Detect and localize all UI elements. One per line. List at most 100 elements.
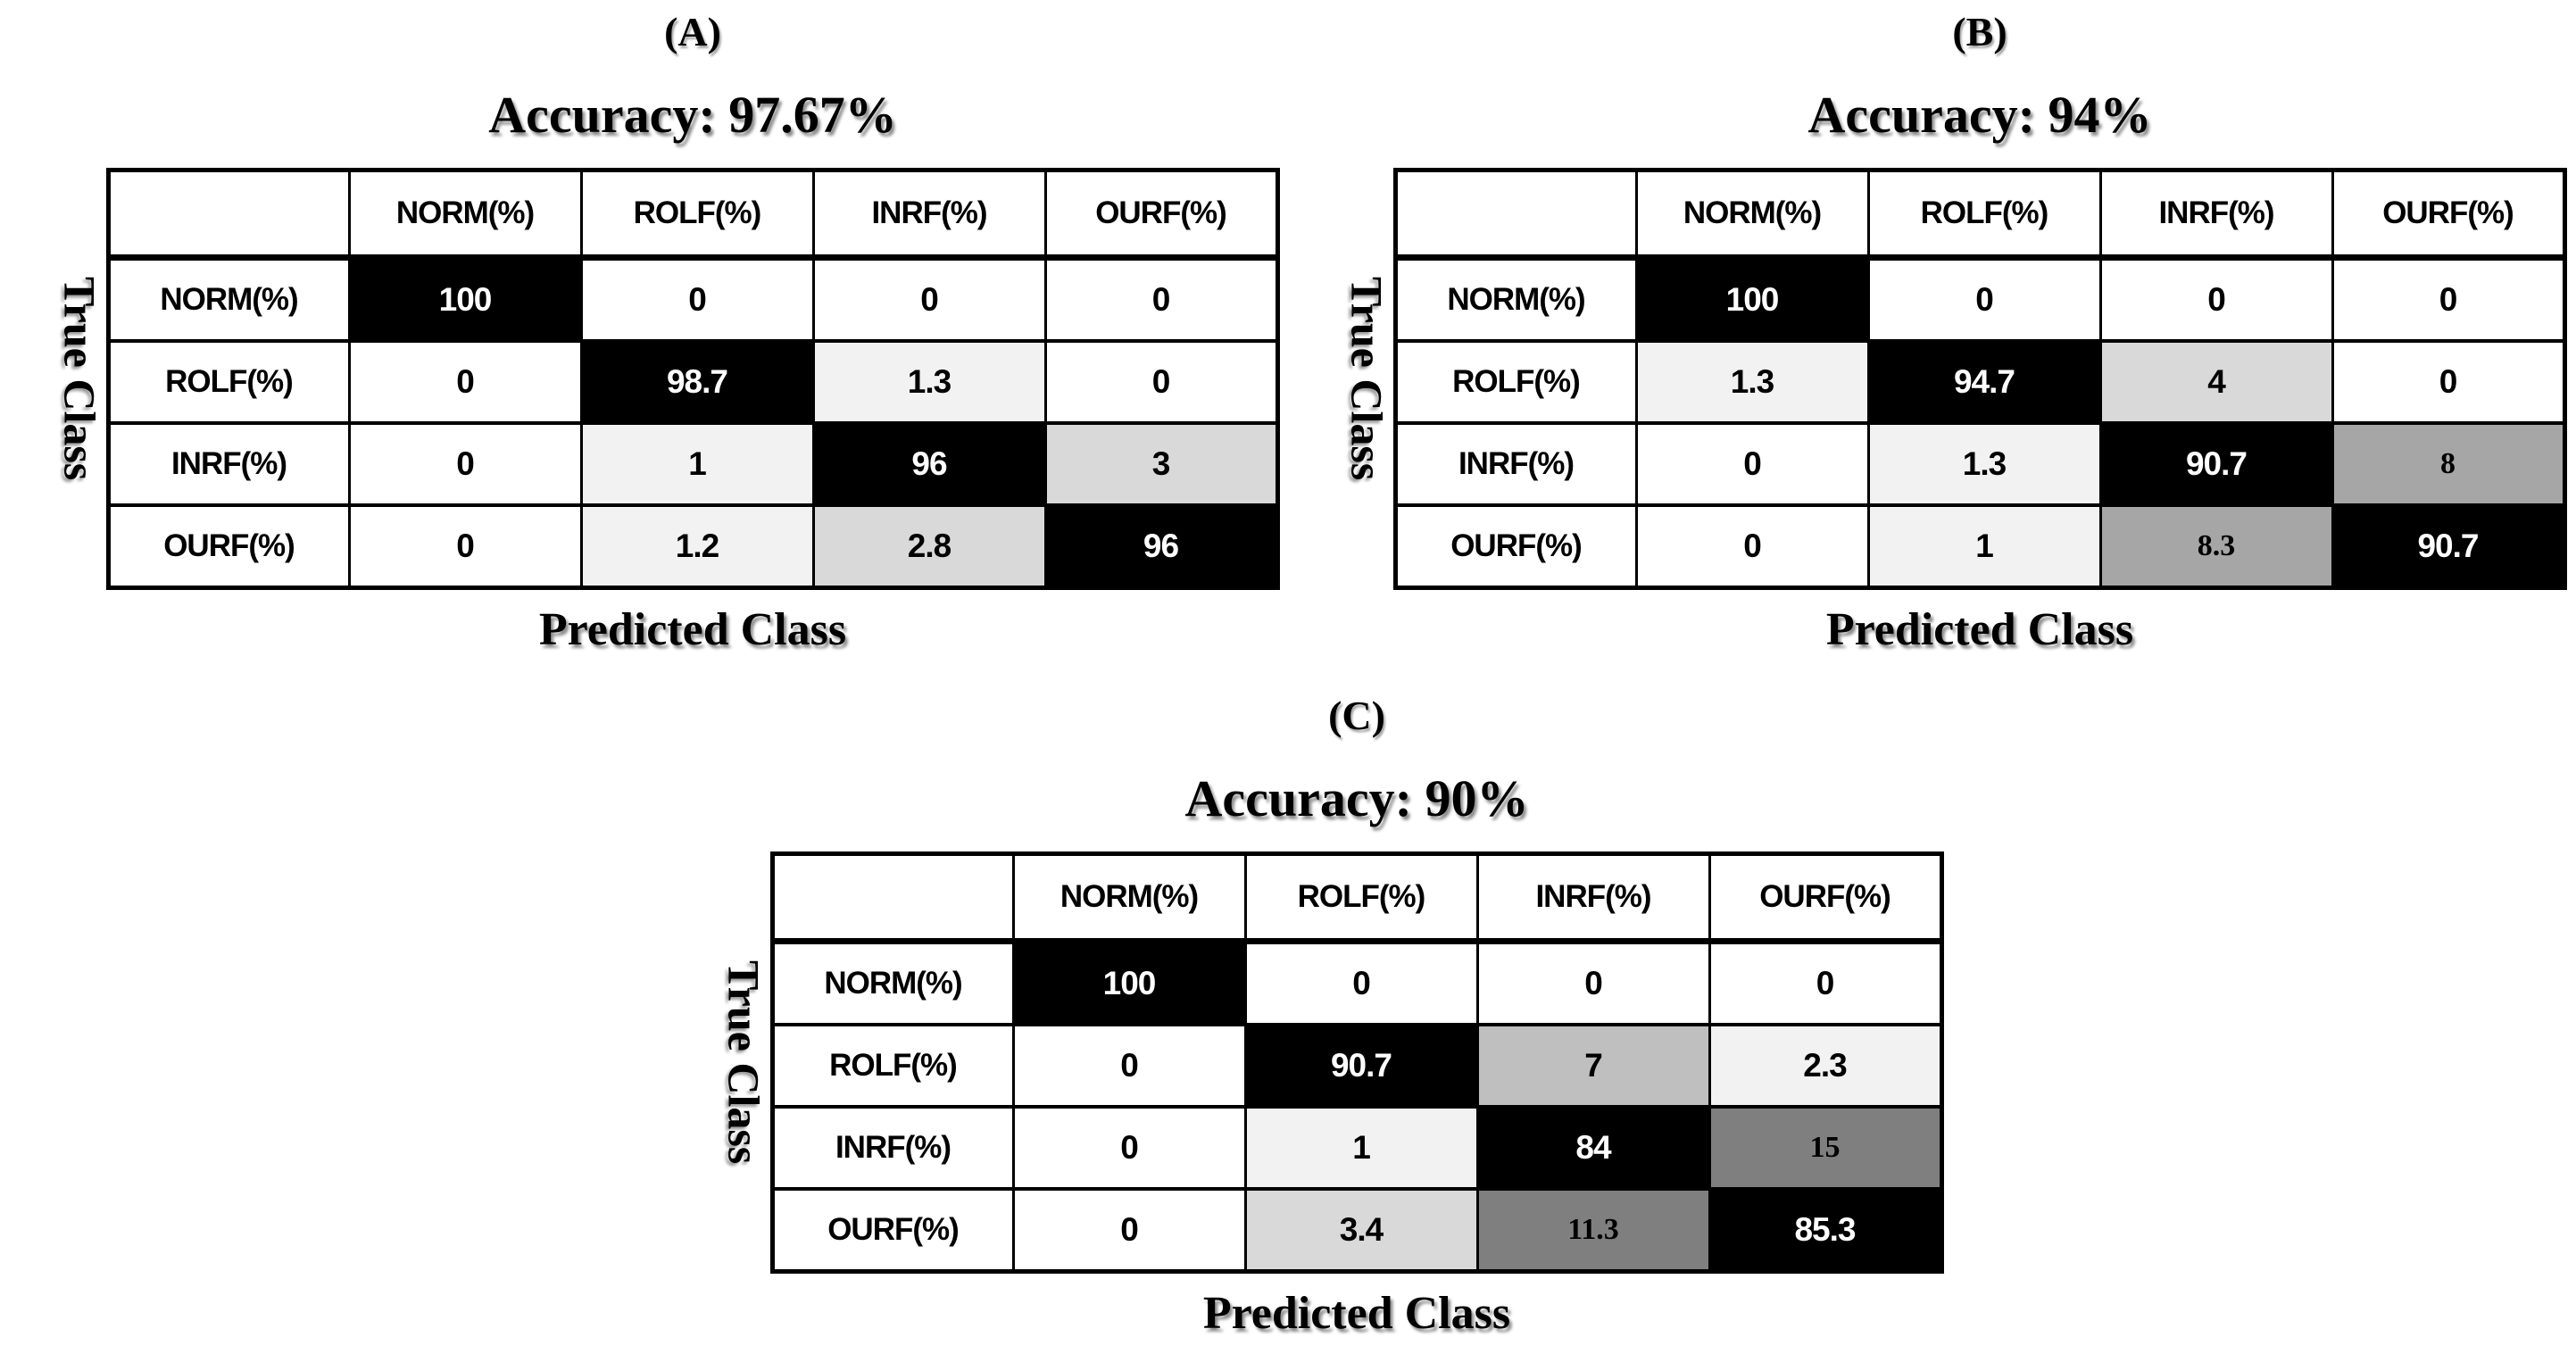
- confusion-matrix-panel-a: (A) Accuracy: 97.67% True Class NORM(%) …: [18, 5, 1303, 658]
- matrix-row: ROLF(%) 0 90.7 7 2.3: [770, 1023, 1943, 1109]
- col-header: OURF(%): [2331, 168, 2566, 261]
- col-header: ROLF(%): [579, 168, 815, 261]
- matrix-row: OURF(%) 0 1.2 2.8 96: [106, 503, 1279, 590]
- matrix-cell: 1.3: [1634, 339, 1870, 425]
- matrix-cell: 94.7: [1866, 339, 2102, 425]
- matrix-cell: 0: [1243, 939, 1479, 1026]
- matrix-cell: 100: [1011, 939, 1247, 1026]
- matrix-cell: 2.3: [1708, 1023, 1943, 1109]
- matrix-cell: 0: [2331, 255, 2566, 343]
- col-header: OURF(%): [1043, 168, 1279, 261]
- matrix-cell: 1: [1866, 503, 2102, 590]
- matrix-cell: 0: [347, 503, 583, 590]
- matrix-cell: 8.3: [2098, 503, 2334, 590]
- y-axis-label: True Class: [54, 277, 105, 481]
- matrix-cell: 84: [1475, 1105, 1711, 1191]
- matrix-row: NORM(%) 100 0 0 0: [106, 255, 1279, 343]
- matrix-cell: 0: [347, 339, 583, 425]
- row-header: NORM(%): [770, 939, 1015, 1026]
- matrix-cell: 0: [1011, 1105, 1247, 1191]
- header-row: NORM(%) ROLF(%) INRF(%) OURF(%): [770, 851, 1943, 944]
- matrix-cell: 0: [1708, 939, 1943, 1026]
- panel-label: (C): [1328, 693, 1385, 738]
- matrix-cell: 0: [1866, 255, 2102, 343]
- y-axis-label: True Class: [719, 960, 769, 1165]
- row-header: OURF(%): [770, 1187, 1015, 1274]
- col-header: INRF(%): [2098, 168, 2334, 261]
- col-header: ROLF(%): [1243, 851, 1479, 944]
- matrix-cell: 100: [347, 255, 583, 343]
- matrix-cell: 1.3: [811, 339, 1047, 425]
- header-row: NORM(%) ROLF(%) INRF(%) OURF(%): [106, 168, 1279, 261]
- matrix-cell: 15: [1708, 1105, 1943, 1191]
- matrix-cell: 90.7: [2331, 503, 2566, 590]
- matrix-cell: 0: [1634, 503, 1870, 590]
- matrix-cell: 0: [1043, 255, 1279, 343]
- matrix-cell: 0: [811, 255, 1047, 343]
- matrix-cell: 2.8: [811, 503, 1047, 590]
- matrix-cell: 0: [347, 421, 583, 507]
- col-header: NORM(%): [347, 168, 583, 261]
- panel-label: (A): [664, 9, 721, 54]
- matrix-cell: 1.3: [1866, 421, 2102, 507]
- row-header: ROLF(%): [770, 1023, 1015, 1109]
- confusion-matrix-panel-c: (C) Accuracy: 90% True Class NORM(%) ROL…: [682, 689, 1967, 1342]
- row-header: ROLF(%): [1393, 339, 1638, 425]
- matrix-row: ROLF(%) 0 98.7 1.3 0: [106, 339, 1279, 425]
- matrix-cell: 90.7: [1243, 1023, 1479, 1109]
- confusion-matrix-panel-b: (B) Accuracy: 94% True Class NORM(%) ROL…: [1319, 5, 2576, 658]
- accuracy-title: Accuracy: 97.67%: [488, 86, 897, 144]
- matrix-row: ROLF(%) 1.3 94.7 4 0: [1393, 339, 2566, 425]
- row-header: INRF(%): [106, 421, 351, 507]
- matrix-cell: 90.7: [2098, 421, 2334, 507]
- x-axis-label: Predicted Class: [538, 604, 847, 655]
- matrix-cell: 100: [1634, 255, 1870, 343]
- matrix-cell: 0: [2331, 339, 2566, 425]
- matrix-row: INRF(%) 0 1.3 90.7 8: [1393, 421, 2566, 507]
- col-header: NORM(%): [1011, 851, 1247, 944]
- matrix-cell: 8: [2331, 421, 2566, 507]
- matrix-cell: 96: [1043, 503, 1279, 590]
- accuracy-title: Accuracy: 94%: [1807, 86, 2152, 144]
- matrix-cell: 1: [579, 421, 815, 507]
- matrix-cell: 0: [579, 255, 815, 343]
- matrix-cell: 4: [2098, 339, 2334, 425]
- matrix-row: NORM(%) 100 0 0 0: [1393, 255, 2566, 343]
- corner-cell: [106, 168, 351, 261]
- matrix-wrap: True Class NORM(%) ROLF(%) INRF(%) OURF(…: [682, 851, 1967, 1274]
- corner-cell: [1393, 168, 1638, 261]
- x-axis-label: Predicted Class: [1825, 604, 2134, 655]
- matrix-wrap: True Class NORM(%) ROLF(%) INRF(%) OURF(…: [1319, 168, 2576, 590]
- matrix-wrap: True Class NORM(%) ROLF(%) INRF(%) OURF(…: [18, 168, 1303, 590]
- matrix-cell: 3: [1043, 421, 1279, 507]
- row-header: OURF(%): [1393, 503, 1638, 590]
- matrix-cell: 0: [2098, 255, 2334, 343]
- matrix-row: OURF(%) 0 1 8.3 90.7: [1393, 503, 2566, 590]
- matrix-row: INRF(%) 0 1 84 15: [770, 1105, 1943, 1191]
- matrix-row: NORM(%) 100 0 0 0: [770, 939, 1943, 1026]
- matrix-cell: 0: [1011, 1023, 1247, 1109]
- matrix-cell: 7: [1475, 1023, 1711, 1109]
- accuracy-title: Accuracy: 90%: [1184, 769, 1529, 827]
- y-axis-label: True Class: [1342, 277, 1392, 481]
- matrix-cell: 0: [1043, 339, 1279, 425]
- x-axis-label: Predicted Class: [1202, 1288, 1511, 1339]
- row-header: OURF(%): [106, 503, 351, 590]
- confusion-matrix-table: NORM(%) ROLF(%) INRF(%) OURF(%) NORM(%) …: [769, 851, 1944, 1274]
- row-header: INRF(%): [1393, 421, 1638, 507]
- matrix-row: INRF(%) 0 1 96 3: [106, 421, 1279, 507]
- col-header: ROLF(%): [1866, 168, 2102, 261]
- matrix-cell: 0: [1634, 421, 1870, 507]
- matrix-cell: 1: [1243, 1105, 1479, 1191]
- matrix-cell: 3.4: [1243, 1187, 1479, 1274]
- confusion-matrix-table: NORM(%) ROLF(%) INRF(%) OURF(%) NORM(%) …: [105, 168, 1280, 590]
- row-header: NORM(%): [1393, 255, 1638, 343]
- col-header: INRF(%): [1475, 851, 1711, 944]
- row-header: NORM(%): [106, 255, 351, 343]
- corner-cell: [770, 851, 1015, 944]
- matrix-cell: 11.3: [1475, 1187, 1711, 1274]
- matrix-cell: 0: [1011, 1187, 1247, 1274]
- matrix-cell: 0: [1475, 939, 1711, 1026]
- panel-label: (B): [1952, 9, 2007, 54]
